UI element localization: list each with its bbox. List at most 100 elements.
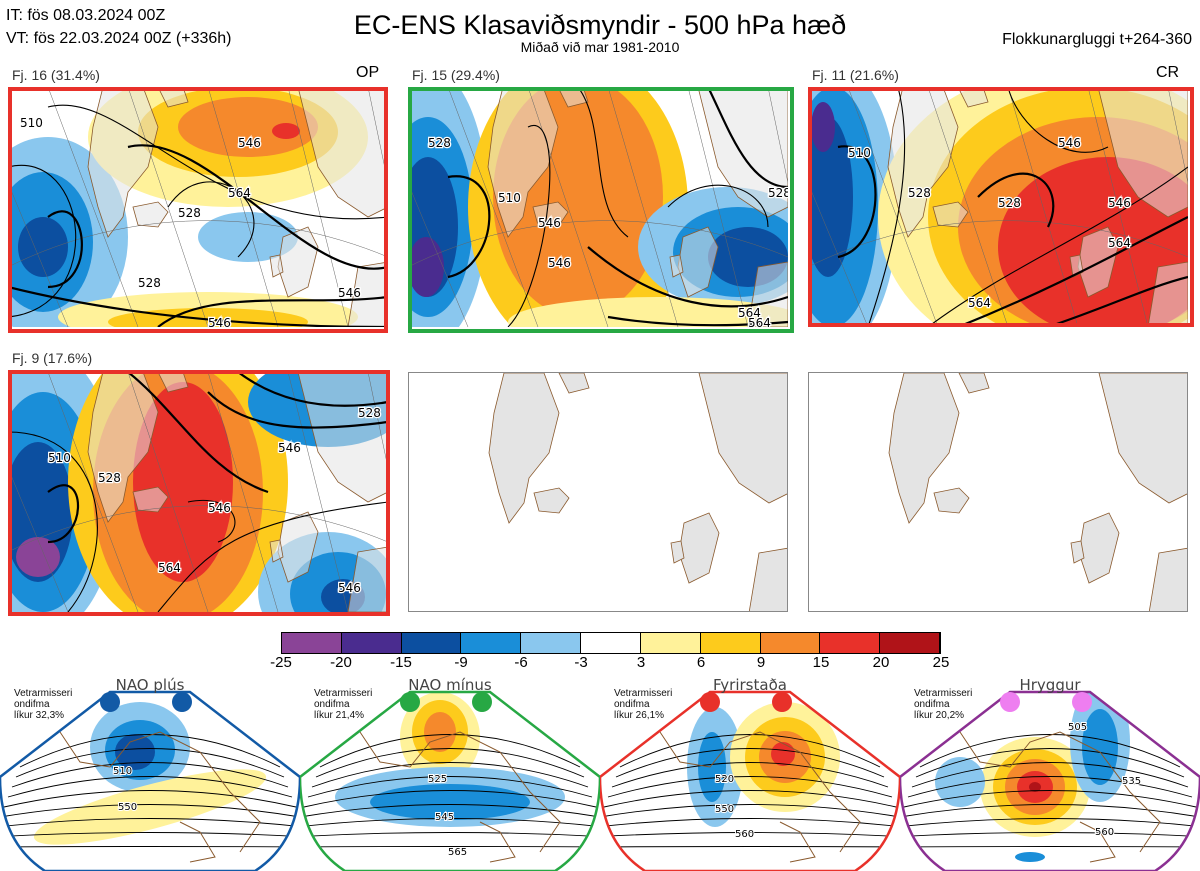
contour-label: 528: [178, 206, 201, 220]
regime-contour-label: 505: [1068, 722, 1087, 733]
contour-label: 546: [1108, 196, 1131, 210]
regime-dot-icon: [472, 692, 492, 712]
regime-panel: 505 535 560 Hryggur Vetrarmisseri ondifma líku…: [900, 672, 1200, 871]
panel-3-label: Fj. 11 (21.6%): [812, 67, 899, 83]
contour-label: 546: [208, 316, 231, 327]
colorbar-tick: 15: [812, 654, 830, 671]
regime-panel: 510 550 NAO plús Vetrarmisseri ondifma líkur …: [0, 672, 300, 871]
contour-label: 564: [738, 306, 761, 320]
colorbar-tick: 3: [636, 654, 646, 671]
colorbar-tick: 6: [696, 654, 706, 671]
regime-title: Fyrirstaða: [713, 676, 787, 694]
colorbar: [281, 632, 941, 654]
panel-1-tag: OP: [356, 64, 380, 81]
panel-4-label: Fj. 9 (17.6%): [12, 350, 93, 366]
colorbar-segment: [341, 633, 402, 653]
regime-dot-icon: [1000, 692, 1020, 712]
contour-label: 564: [158, 561, 181, 575]
contour-label: 546: [338, 581, 361, 595]
regime-note: Vetrarmisseri ondifma líkur 32,3%: [14, 688, 73, 721]
empty-map-1: [408, 372, 788, 612]
colorbar-segment: [820, 633, 881, 653]
regime-panels: 510 550 NAO plús Vetrarmisseri ondifma líkur …: [0, 672, 1200, 871]
colorbar-segment: [401, 633, 462, 653]
contour-label: 510: [48, 451, 71, 465]
regime-contour-label: 550: [118, 802, 137, 813]
contour-label: 528: [98, 471, 121, 485]
colorbar-tick: -6: [514, 654, 528, 671]
contour-label: 564: [228, 186, 251, 200]
regime-contour-label: 525: [428, 774, 447, 785]
contour-label: 564: [748, 316, 771, 327]
contour-label: 546: [208, 501, 231, 515]
colorbar-segment: [282, 633, 342, 653]
regime-title: NAO mínus: [408, 676, 492, 694]
regime-title: Hryggur: [1019, 676, 1081, 694]
cluster-map-3: 510 528 528 546 564 546 564: [808, 87, 1188, 327]
regime-dot-icon: [700, 692, 720, 712]
regime-panel: 520 550 560 Fyrirstaða Vetrarmisseri ondifma l…: [600, 672, 900, 871]
colorbar-tick: 25: [932, 654, 950, 671]
classification-window: Flokkunargluggi t+264-360: [1002, 31, 1192, 48]
colorbar-tick: -15: [390, 654, 412, 671]
panel-2-label: Fj. 15 (29.4%): [412, 67, 500, 83]
contour-label: 546: [238, 136, 261, 150]
empty-map-2: [808, 372, 1188, 612]
colorbar-segment: [521, 633, 582, 653]
colorbar-segment: [581, 633, 641, 653]
contour-label: 510: [498, 191, 521, 205]
colorbar-segment: [461, 633, 522, 653]
regime-contour-label: 545: [435, 812, 454, 823]
contour-label: 546: [538, 216, 561, 230]
regime-dot-icon: [100, 692, 120, 712]
contour-label: 546: [548, 256, 571, 270]
contour-label: 564: [968, 296, 991, 310]
colorbar-segment: [640, 633, 701, 653]
contour-label: 528: [908, 186, 931, 200]
regime-contour-label: 520: [715, 774, 734, 785]
contour-label: 510: [848, 146, 871, 160]
contour-label: 528: [358, 406, 381, 420]
contour-label: 546: [1058, 136, 1081, 150]
cluster-map-1: 510 528 546 546 546 564 528: [8, 87, 388, 327]
regime-contour-label: 565: [448, 847, 467, 858]
contour-label: 528: [998, 196, 1021, 210]
cluster-map-4: 510 528 546 564 546 546 528: [8, 372, 388, 612]
regime-dot-icon: [772, 692, 792, 712]
panel-1-label: Fj. 16 (31.4%): [12, 67, 100, 83]
colorbar-segment: [880, 633, 940, 653]
regime-note: Vetrarmisseri ondifma líkur 20,2%: [914, 688, 973, 721]
colorbar-tick: 9: [756, 654, 766, 671]
colorbar-tick: -3: [574, 654, 588, 671]
regime-dot-icon: [1072, 692, 1092, 712]
regime-contour-label: 560: [735, 829, 754, 840]
colorbar-tick: -20: [330, 654, 352, 671]
colorbar-ticks: -25 -20 -15 -9 -6 -3 3 6 9 15 20 25: [0, 654, 1200, 674]
contour-label: 564: [1108, 236, 1131, 250]
panel-3-tag: CR: [1156, 64, 1180, 81]
regime-title: NAO plús: [115, 676, 185, 694]
valid-time: VT: fös 22.03.2024 00Z (+336h): [6, 30, 232, 47]
contour-label: 528: [138, 276, 161, 290]
regime-dot-icon: [400, 692, 420, 712]
colorbar-tick: -25: [270, 654, 292, 671]
contour-label: 546: [338, 286, 361, 300]
regime-panel: 525 545 565 NAO mínus Vetrarmisseri ondifma lí…: [300, 672, 600, 871]
colorbar-segment: [760, 633, 821, 653]
contour-label: 528: [768, 186, 788, 200]
regime-contour-label: 550: [715, 804, 734, 815]
contour-label: 528: [428, 136, 451, 150]
regime-note: Vetrarmisseri ondifma líkur 21,4%: [314, 688, 373, 721]
contour-label: 546: [278, 441, 301, 455]
initial-time: IT: fös 08.03.2024 00Z: [6, 7, 166, 24]
colorbar-segment: [700, 633, 761, 653]
regime-contour-label: 510: [113, 766, 132, 777]
colorbar-tick: -9: [454, 654, 468, 671]
page-subtitle: Miðað við mar 1981-2010: [520, 39, 680, 55]
regime-dot-icon: [172, 692, 192, 712]
regime-contour-label: 535: [1122, 776, 1141, 787]
regime-note: Vetrarmisseri ondifma líkur 26,1%: [614, 688, 673, 721]
regime-contour-label: 560: [1095, 827, 1114, 838]
cluster-map-2: 528 546 564 546 564 510 528: [408, 87, 788, 327]
contour-label: 510: [20, 116, 43, 130]
